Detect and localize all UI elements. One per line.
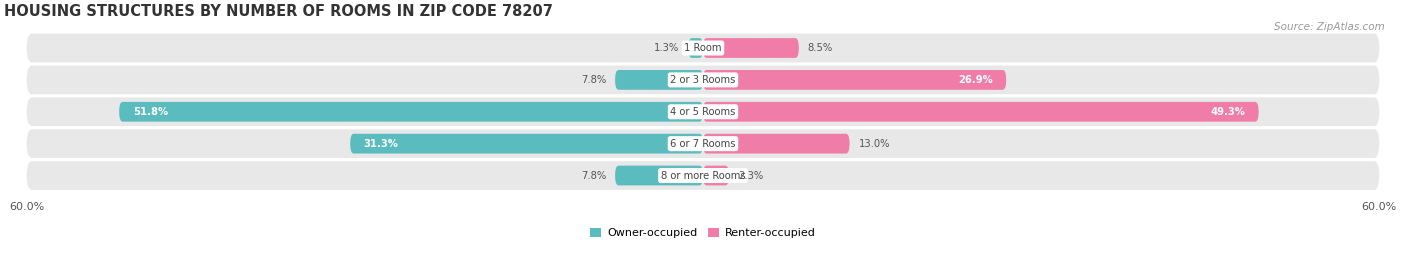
FancyBboxPatch shape [614, 70, 703, 90]
Text: 2 or 3 Rooms: 2 or 3 Rooms [671, 75, 735, 85]
Text: 26.9%: 26.9% [957, 75, 993, 85]
FancyBboxPatch shape [27, 34, 1379, 62]
Text: 7.8%: 7.8% [581, 75, 606, 85]
FancyBboxPatch shape [703, 134, 849, 154]
Text: 51.8%: 51.8% [132, 107, 167, 117]
FancyBboxPatch shape [27, 97, 1379, 126]
Text: 49.3%: 49.3% [1211, 107, 1246, 117]
FancyBboxPatch shape [703, 166, 728, 185]
FancyBboxPatch shape [703, 70, 1007, 90]
FancyBboxPatch shape [703, 102, 1258, 122]
FancyBboxPatch shape [350, 134, 703, 154]
FancyBboxPatch shape [689, 38, 703, 58]
Text: 4 or 5 Rooms: 4 or 5 Rooms [671, 107, 735, 117]
Text: 7.8%: 7.8% [581, 171, 606, 180]
Text: 31.3%: 31.3% [364, 139, 399, 149]
Text: 1 Room: 1 Room [685, 43, 721, 53]
FancyBboxPatch shape [27, 161, 1379, 190]
Text: 13.0%: 13.0% [859, 139, 890, 149]
FancyBboxPatch shape [120, 102, 703, 122]
FancyBboxPatch shape [614, 166, 703, 185]
FancyBboxPatch shape [27, 66, 1379, 94]
Text: 8.5%: 8.5% [808, 43, 834, 53]
FancyBboxPatch shape [703, 38, 799, 58]
Text: HOUSING STRUCTURES BY NUMBER OF ROOMS IN ZIP CODE 78207: HOUSING STRUCTURES BY NUMBER OF ROOMS IN… [4, 4, 553, 19]
Text: 2.3%: 2.3% [738, 171, 763, 180]
Text: 6 or 7 Rooms: 6 or 7 Rooms [671, 139, 735, 149]
Legend: Owner-occupied, Renter-occupied: Owner-occupied, Renter-occupied [591, 228, 815, 238]
Text: Source: ZipAtlas.com: Source: ZipAtlas.com [1274, 22, 1385, 31]
FancyBboxPatch shape [27, 129, 1379, 158]
Text: 8 or more Rooms: 8 or more Rooms [661, 171, 745, 180]
Text: 1.3%: 1.3% [654, 43, 679, 53]
